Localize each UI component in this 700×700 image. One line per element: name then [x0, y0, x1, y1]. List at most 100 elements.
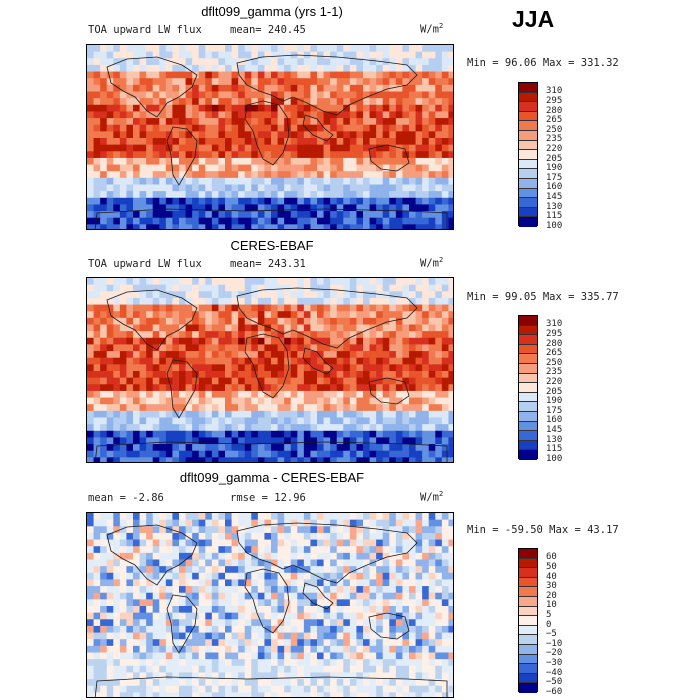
colorbar-swatch	[519, 392, 537, 403]
coastline	[106, 524, 198, 586]
coastline	[236, 54, 418, 116]
coastline	[166, 359, 198, 419]
coastline	[94, 676, 448, 697]
coastline	[302, 582, 334, 610]
coastline	[106, 56, 198, 118]
colorbar-swatch	[519, 140, 537, 151]
mean-stat: mean= 243.31	[230, 258, 306, 270]
colorbar-swatch	[519, 558, 537, 569]
colorbar-tick-label: 175	[546, 172, 563, 183]
coastline	[166, 594, 198, 654]
colorbar-swatch	[519, 625, 537, 636]
units-label: W/m2	[420, 490, 444, 504]
world-map	[86, 277, 454, 463]
colorbar-tick-label: 220	[546, 143, 563, 154]
variable-label: TOA upward LW flux	[88, 258, 202, 270]
mean-stat: mean= 240.45	[230, 24, 306, 36]
colorbar-swatch	[519, 616, 537, 626]
colorbar-tick-label: −20	[546, 648, 563, 659]
colorbar-tick-label: 265	[546, 348, 563, 359]
colorbar-swatch	[519, 130, 537, 141]
colorbar-tick-label: −30	[546, 657, 563, 668]
coastline	[166, 126, 198, 186]
colorbar-swatch	[519, 440, 537, 451]
colorbar-swatch	[519, 383, 537, 393]
colorbar-tick-label: 190	[546, 396, 563, 407]
colorbar-swatch	[519, 431, 537, 441]
colorbar-tick-label: −60	[546, 686, 563, 697]
colorbar-tick-label: 130	[546, 434, 563, 445]
colorbar-swatch	[519, 596, 537, 607]
colorbar-swatch	[519, 683, 537, 693]
panel-title: CERES-EBAF	[230, 238, 314, 253]
colorbar-tick-label: 280	[546, 338, 563, 349]
units-label: W/m2	[420, 256, 444, 270]
colorbar-swatch	[519, 354, 537, 364]
colorbar-swatch	[519, 421, 537, 432]
colorbar-swatch	[519, 102, 537, 112]
colorbar-tick-label: 60	[546, 552, 557, 563]
colorbar-swatch	[519, 664, 537, 674]
colorbar-tick-label: 115	[546, 211, 563, 222]
minmax-stat: Min = -59.50 Max = 43.17	[467, 524, 619, 536]
coastline	[368, 612, 410, 640]
colorbar-swatch	[519, 411, 537, 422]
world-map	[86, 512, 454, 698]
colorbar-tick-label: 115	[546, 444, 563, 455]
colorbar-swatch	[519, 344, 537, 355]
colorbar-swatch	[519, 121, 537, 131]
colorbar-tick-label: 100	[546, 453, 563, 464]
colorbar-swatch	[519, 335, 537, 345]
colorbar	[518, 548, 538, 693]
units-label: W/m2	[420, 22, 444, 36]
colorbar-tick-label: 220	[546, 376, 563, 387]
coastline	[94, 208, 448, 229]
coastline	[302, 347, 334, 375]
colorbar-tick-label: 175	[546, 405, 563, 416]
colorbar-swatch	[519, 316, 537, 326]
colorbar-swatch	[519, 188, 537, 199]
minmax-stat: Min = 99.05 Max = 335.77	[467, 291, 619, 303]
colorbar-swatch	[519, 402, 537, 412]
coastline	[106, 289, 198, 351]
mean-stat: mean = -2.86	[88, 492, 164, 504]
colorbar-swatch	[519, 577, 537, 588]
coastline	[368, 377, 410, 405]
colorbar-swatch	[519, 83, 537, 93]
colorbar-tick-label: 295	[546, 328, 563, 339]
colorbar-tick-label: −40	[546, 667, 563, 678]
world-map	[86, 44, 454, 230]
colorbar-tick-label: 130	[546, 201, 563, 212]
coastline	[368, 144, 410, 172]
coastline	[244, 333, 290, 399]
colorbar-swatch	[519, 644, 537, 655]
colorbar-swatch	[519, 198, 537, 208]
colorbar-tick-label: 160	[546, 182, 563, 193]
colorbar-tick-label: −5	[546, 629, 557, 640]
colorbar-tick-label: −50	[546, 677, 563, 688]
colorbar-swatch	[519, 207, 537, 218]
colorbar-swatch	[519, 159, 537, 170]
colorbar-swatch	[519, 325, 537, 336]
colorbar-swatch	[519, 92, 537, 103]
colorbar-swatch	[519, 373, 537, 384]
panel-title: dflt099_gamma - CERES-EBAF	[179, 470, 365, 485]
coastline	[302, 114, 334, 142]
colorbar-swatch	[519, 673, 537, 684]
colorbar-tick-label: 0	[546, 619, 552, 630]
colorbar	[518, 315, 538, 460]
colorbar-swatch	[519, 363, 537, 374]
colorbar-tick-label: −10	[546, 638, 563, 649]
colorbar-tick-label: 280	[546, 105, 563, 116]
colorbar-swatch	[519, 217, 537, 227]
colorbar-swatch	[519, 568, 537, 578]
variable-label: TOA upward LW flux	[88, 24, 202, 36]
colorbar-tick-label: 20	[546, 590, 557, 601]
colorbar-tick-label: 235	[546, 367, 563, 378]
colorbar-tick-label: 205	[546, 386, 563, 397]
colorbar-tick-label: 100	[546, 220, 563, 231]
colorbar-tick-label: 30	[546, 581, 557, 592]
colorbar-tick-label: 235	[546, 134, 563, 145]
colorbar-tick-label: 10	[546, 600, 557, 611]
colorbar-swatch	[519, 606, 537, 617]
